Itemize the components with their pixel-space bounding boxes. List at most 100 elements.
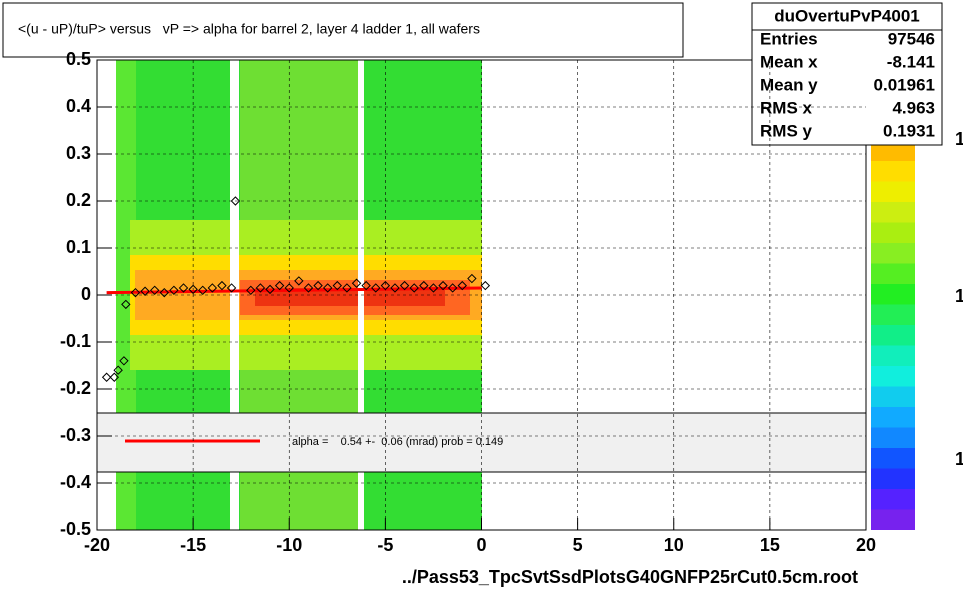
x-axis-label: ../Pass53_TpcSvtSsdPlotsG40GNFP25rCut0.5…	[402, 567, 858, 587]
stats-value: -8.141	[887, 52, 935, 71]
profile-point	[409, 283, 419, 293]
profile-point	[313, 280, 323, 291]
profile-point	[322, 283, 333, 293]
profile-point	[294, 276, 304, 286]
palette-cell	[871, 263, 915, 284]
profile-point	[119, 356, 129, 366]
palette-label: 10	[955, 129, 963, 149]
profile-point	[217, 280, 227, 291]
palette-cell	[871, 468, 915, 489]
stats-key: RMS x	[760, 98, 813, 117]
profile-point	[399, 280, 410, 291]
y-tick-label: -0.3	[60, 425, 91, 445]
x-tick-label: -15	[180, 535, 206, 555]
x-tick-label: 15	[760, 535, 780, 555]
y-tick-label: 0.4	[66, 96, 91, 116]
palette-cell	[871, 345, 915, 366]
palette-cell	[871, 489, 915, 510]
palette-cell	[871, 181, 915, 202]
profile-point	[480, 280, 491, 291]
palette-label: 1	[955, 286, 963, 306]
x-tick-label: -10	[276, 535, 302, 555]
stats-box	[751, 2, 943, 146]
stats-key: Mean x	[760, 52, 818, 71]
profile-point	[467, 273, 477, 284]
profile-point	[230, 196, 241, 206]
profile-point	[438, 280, 448, 291]
stats-key: RMS y	[760, 121, 813, 140]
profile-point	[255, 283, 266, 293]
stats-value: 0.01961	[874, 75, 935, 94]
stats-value: 4.963	[892, 98, 935, 117]
profile-point	[361, 280, 371, 291]
profile-point	[332, 280, 343, 291]
profile-point	[169, 285, 179, 296]
y-tick-label: -0.1	[60, 331, 91, 351]
x-tick-label: 20	[856, 535, 876, 555]
y-tick-label: -0.2	[60, 378, 91, 398]
y-tick-label: 0.3	[66, 143, 91, 163]
x-tick-label: -20	[84, 535, 110, 555]
profile-point	[342, 283, 352, 293]
profile-point	[188, 284, 198, 295]
palette-cell	[871, 366, 915, 387]
profile-point	[303, 283, 314, 293]
fit-line	[106, 286, 482, 295]
profile-point	[371, 283, 381, 293]
chart-title: <(u - uP)/tuP> versus vP => alpha for ba…	[18, 21, 480, 37]
palette-label: 10⁻¹	[955, 449, 963, 469]
x-tick-label: 10	[664, 535, 684, 555]
profile-point	[457, 280, 467, 291]
profile-point	[113, 365, 123, 375]
y-tick-label: 0	[81, 284, 91, 304]
palette-cell	[871, 325, 915, 346]
profile-point	[447, 283, 458, 293]
palette-cell	[871, 427, 915, 448]
profile-point	[140, 286, 150, 296]
profile-point	[284, 283, 294, 293]
palette-cell	[871, 386, 915, 407]
profile-point	[351, 278, 362, 288]
profile-point	[159, 287, 169, 298]
palette-cell	[871, 243, 915, 264]
palette-cell	[871, 222, 915, 243]
palette-cell	[871, 509, 915, 530]
palette-cell	[871, 202, 915, 223]
stats-key: Mean y	[760, 75, 818, 94]
profile-point	[419, 280, 429, 291]
profile-point	[380, 280, 391, 291]
palette-cell	[871, 161, 915, 182]
fit-label: alpha = 0.54 +- 0.06 (mrad) prob = 0.149	[292, 436, 503, 448]
x-tick-label: -5	[377, 535, 393, 555]
palette-cell	[871, 304, 915, 325]
y-tick-label: -0.4	[60, 472, 91, 492]
profile-point	[109, 372, 120, 382]
profile-point	[178, 283, 189, 293]
stats-value: 97546	[888, 29, 935, 48]
profile-point	[226, 283, 237, 293]
title-box	[2, 2, 684, 58]
palette-cell	[871, 407, 915, 428]
y-tick-label: 0.2	[66, 190, 91, 210]
stats-key: Entries	[760, 29, 818, 48]
profile-point	[390, 283, 400, 293]
profile-point	[149, 285, 160, 296]
profile-point	[246, 285, 256, 296]
palette-cell	[871, 284, 915, 305]
profile-point	[130, 287, 141, 298]
profile-point	[428, 283, 439, 293]
profile-point	[121, 299, 131, 310]
y-tick-label: 0.5	[66, 49, 91, 69]
palette-cell	[871, 140, 915, 161]
x-tick-label: 0	[476, 535, 486, 555]
x-tick-label: 5	[573, 535, 583, 555]
profile-point	[274, 280, 285, 291]
palette	[871, 140, 915, 530]
stats-title: duOvertuPvP4001	[774, 6, 920, 25]
profile-point	[198, 285, 208, 296]
y-tick-label: 0.1	[66, 237, 91, 257]
y-tick-label: -0.5	[60, 519, 91, 539]
profile-point	[265, 284, 275, 295]
palette-cell	[871, 448, 915, 469]
